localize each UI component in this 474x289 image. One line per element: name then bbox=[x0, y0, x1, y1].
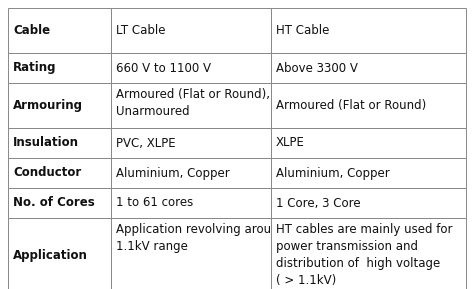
Text: PVC, XLPE: PVC, XLPE bbox=[116, 136, 176, 149]
Bar bbox=[271, 128, 466, 158]
Bar bbox=[111, 218, 271, 289]
Bar bbox=[111, 8, 271, 53]
Bar bbox=[271, 83, 466, 128]
Bar bbox=[111, 188, 271, 218]
Bar bbox=[8, 188, 111, 218]
Bar bbox=[111, 53, 271, 83]
Text: 1 to 61 cores: 1 to 61 cores bbox=[116, 197, 193, 210]
Bar bbox=[8, 218, 111, 289]
Text: Above 3300 V: Above 3300 V bbox=[276, 62, 358, 75]
Bar bbox=[271, 218, 466, 289]
Bar bbox=[8, 158, 111, 188]
Text: Conductor: Conductor bbox=[13, 166, 81, 179]
Bar bbox=[271, 188, 466, 218]
Text: Aluminium, Copper: Aluminium, Copper bbox=[276, 166, 390, 179]
Bar bbox=[8, 128, 111, 158]
Bar bbox=[111, 128, 271, 158]
Text: Application revolving around
1.1kV range: Application revolving around 1.1kV range bbox=[116, 223, 286, 253]
Text: 660 V to 1100 V: 660 V to 1100 V bbox=[116, 62, 211, 75]
Text: Aluminium, Copper: Aluminium, Copper bbox=[116, 166, 230, 179]
Text: Rating: Rating bbox=[13, 62, 56, 75]
Text: LT Cable: LT Cable bbox=[116, 24, 165, 37]
Text: Armouring: Armouring bbox=[13, 99, 83, 112]
Bar bbox=[271, 8, 466, 53]
Bar bbox=[271, 158, 466, 188]
Bar bbox=[8, 8, 111, 53]
Text: XLPE: XLPE bbox=[276, 136, 305, 149]
Text: HT Cable: HT Cable bbox=[276, 24, 329, 37]
Bar bbox=[271, 53, 466, 83]
Text: Application: Application bbox=[13, 249, 88, 262]
Bar bbox=[8, 53, 111, 83]
Text: Cable: Cable bbox=[13, 24, 50, 37]
Bar bbox=[8, 83, 111, 128]
Text: Armoured (Flat or Round),
Unarmoured: Armoured (Flat or Round), Unarmoured bbox=[116, 88, 270, 118]
Text: HT cables are mainly used for
power transmission and
distribution of  high volta: HT cables are mainly used for power tran… bbox=[276, 223, 453, 287]
Bar bbox=[111, 83, 271, 128]
Text: No. of Cores: No. of Cores bbox=[13, 197, 95, 210]
Text: Armoured (Flat or Round): Armoured (Flat or Round) bbox=[276, 99, 426, 112]
Text: Insulation: Insulation bbox=[13, 136, 79, 149]
Text: 1 Core, 3 Core: 1 Core, 3 Core bbox=[276, 197, 361, 210]
Bar bbox=[111, 158, 271, 188]
